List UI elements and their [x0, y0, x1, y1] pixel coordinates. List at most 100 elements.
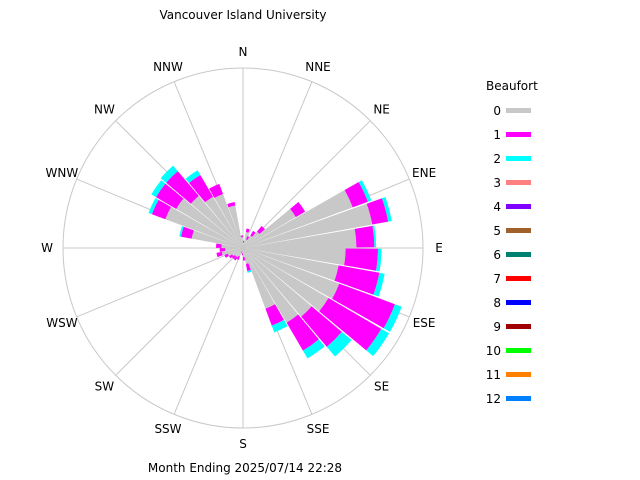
wind-segment-beaufort-0 — [205, 196, 243, 248]
legend-swatch — [506, 180, 531, 185]
wind-segment-beaufort-0 — [243, 248, 339, 281]
wind-segment-beaufort-1 — [243, 240, 245, 243]
wind-segment-beaufort-1 — [181, 226, 194, 239]
legend-label: 7 — [493, 272, 501, 286]
wind-segment-beaufort-2 — [372, 225, 377, 248]
legend-label: 12 — [486, 392, 501, 406]
legend-label: 3 — [493, 176, 501, 190]
wind-segment-beaufort-1 — [245, 263, 251, 272]
wind-segment-beaufort-0 — [243, 248, 245, 257]
wind-segment-beaufort-0 — [228, 205, 243, 248]
legend-swatch — [506, 300, 531, 305]
legend-swatch — [506, 276, 531, 281]
legend-swatch — [506, 372, 531, 377]
wind-segment-beaufort-2 — [376, 248, 382, 272]
wind-segment-beaufort-0 — [176, 198, 243, 248]
wind-segment-beaufort-0 — [191, 230, 243, 248]
wind-segment-beaufort-0 — [242, 248, 243, 254]
grid-spoke — [76, 247, 244, 318]
wind-segment-beaufort-0 — [243, 232, 249, 248]
wind-segment-beaufort-0 — [243, 235, 253, 248]
direction-label-ene: ENE — [412, 166, 436, 180]
legend-label: 9 — [493, 320, 501, 334]
direction-label-wsw: WSW — [46, 316, 77, 330]
legend-swatch — [506, 108, 531, 113]
legend-swatch — [506, 348, 531, 353]
direction-label-nw: NW — [94, 102, 115, 116]
wind-segment-beaufort-2 — [151, 180, 166, 198]
legend-label: 0 — [493, 104, 501, 118]
legend-swatch — [506, 204, 531, 209]
wind-segment-beaufort-0 — [243, 248, 276, 309]
legend-label: 6 — [493, 248, 501, 262]
wind-segment-beaufort-1 — [246, 236, 250, 241]
wind-segment-beaufort-0 — [232, 248, 243, 257]
wind-segment-beaufort-2 — [160, 165, 178, 183]
wind-segment-beaufort-1 — [232, 254, 237, 259]
legend-title: Beaufort — [486, 79, 538, 93]
direction-label-sw: SW — [95, 380, 115, 394]
direction-label-ne: NE — [373, 102, 390, 116]
wind-segment-beaufort-2 — [148, 198, 159, 215]
wind-segment-beaufort-1 — [256, 226, 265, 235]
chart-title: Vancouver Island University — [159, 8, 326, 22]
wind-segment-beaufort-1 — [243, 256, 246, 261]
wind-segment-beaufort-2 — [247, 270, 252, 273]
wind-segment-beaufort-0 — [243, 248, 340, 299]
wind-segment-beaufort-1 — [334, 265, 380, 295]
grid-spoke — [115, 247, 244, 376]
wind-segment-beaufort-1 — [219, 248, 226, 252]
wind-segment-beaufort-0 — [243, 248, 346, 266]
wind-segment-beaufort-2 — [383, 304, 402, 332]
wind-segment-beaufort-1 — [245, 228, 250, 233]
wind-segment-beaufort-1 — [227, 201, 236, 208]
chart-footer: Month Ending 2025/07/14 22:28 — [148, 461, 342, 475]
legend-label: 4 — [493, 200, 501, 214]
legend-swatch — [506, 252, 531, 257]
wind-segment-beaufort-0 — [234, 248, 243, 257]
wind-segment-beaufort-0 — [241, 237, 243, 248]
wind-segment-beaufort-1 — [241, 253, 243, 256]
direction-label-sse: SSE — [307, 422, 330, 436]
wind-segment-beaufort-2 — [179, 226, 184, 237]
wind-segment-beaufort-2 — [373, 272, 385, 297]
legend-swatch — [506, 228, 531, 233]
wind-segment-beaufort-2 — [185, 170, 201, 183]
direction-label-s: S — [239, 437, 247, 451]
wind-segment-beaufort-0 — [243, 239, 248, 248]
wind-segment-beaufort-1 — [319, 297, 382, 351]
wind-segment-beaufort-1 — [354, 225, 375, 248]
wind-segment-beaufort-0 — [227, 248, 243, 257]
wind-segment-beaufort-0 — [243, 203, 373, 248]
legend-swatch — [506, 324, 531, 329]
wind-segment-beaufort-1 — [344, 248, 378, 271]
direction-label-se: SE — [374, 380, 389, 394]
wind-segment-beaufort-0 — [243, 208, 296, 248]
direction-label-nnw: NNW — [153, 60, 183, 74]
legend-label: 11 — [486, 368, 501, 382]
wind-segment-beaufort-0 — [221, 244, 243, 248]
wind-segment-beaufort-0 — [243, 231, 260, 248]
wind-segment-beaufort-1 — [188, 174, 214, 203]
wind-wedges — [148, 165, 402, 359]
wind-segment-beaufort-0 — [190, 195, 243, 248]
wind-segment-beaufort-1 — [229, 254, 234, 259]
wind-segment-beaufort-1 — [209, 183, 224, 198]
wind-segment-beaufort-1 — [290, 202, 306, 218]
wind-segment-beaufort-0 — [221, 248, 243, 256]
wind-segment-beaufort-1 — [166, 171, 199, 204]
legend-label: 2 — [493, 152, 501, 166]
grid-spoke — [242, 81, 313, 249]
wind-segment-beaufort-1 — [366, 198, 389, 225]
wind-segment-beaufort-0 — [243, 242, 244, 248]
wind-segment-beaufort-0 — [165, 206, 243, 248]
wind-segment-beaufort-1 — [216, 251, 223, 258]
legend-swatch — [506, 132, 531, 137]
wind-segment-beaufort-0 — [241, 248, 243, 252]
direction-label-n: N — [239, 45, 248, 59]
wind-segment-beaufort-1 — [301, 306, 342, 347]
wind-segment-beaufort-2 — [366, 328, 390, 357]
wind-segment-beaufort-0 — [243, 248, 312, 317]
